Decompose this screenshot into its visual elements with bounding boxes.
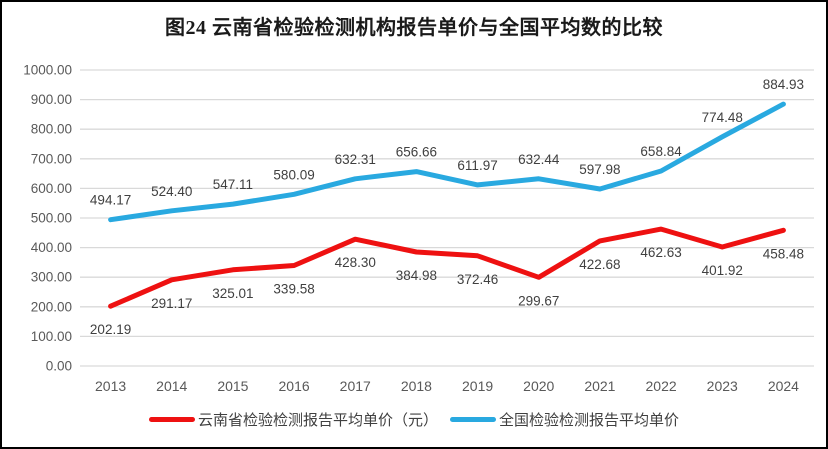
x-axis-category-label: 2023 <box>707 378 738 394</box>
x-axis-category-label: 2014 <box>156 378 187 394</box>
data-label-series-1: 884.93 <box>763 77 804 92</box>
data-label-series-1: 658.84 <box>640 144 682 159</box>
data-label-series-1: 656.66 <box>396 145 437 160</box>
data-label-series-0: 458.48 <box>763 246 804 261</box>
legend-item-yunnan[interactable]: 云南省检验检测报告平均单价（元） <box>148 409 438 430</box>
data-label-series-1: 632.44 <box>518 152 560 167</box>
y-axis-tick-label: 200.00 <box>31 299 72 314</box>
y-axis-tick-label: 1000.00 <box>23 63 72 78</box>
data-label-series-1: 597.98 <box>579 162 620 177</box>
line-chart-canvas: 0.00 100.00 200.00 300.00 400.00 500.00 600.00… <box>23 63 814 394</box>
x-axis-category-label: 2021 <box>584 378 615 394</box>
data-label-series-0: 291.17 <box>151 296 192 311</box>
legend-label-yunnan: 云南省检验检测报告平均单价（元） <box>197 412 438 429</box>
y-axis-tick-label: 0.00 <box>46 359 72 374</box>
data-label-series-1: 524.40 <box>151 184 192 199</box>
legend-item-national[interactable]: 全国检验检测报告平均单价 <box>450 409 679 430</box>
y-axis-tick-label: 700.00 <box>31 151 72 166</box>
y-axis-tick-label: 900.00 <box>31 92 72 107</box>
chart-legend: 云南省检验检测报告平均单价（元） 全国检验检测报告平均单价 <box>2 409 826 430</box>
x-axis-category-label: 2020 <box>523 378 554 394</box>
data-label-series-1: 774.48 <box>702 110 743 125</box>
y-axis-tick-label: 400.00 <box>31 240 72 255</box>
legend-label-national: 全国检验检测报告平均单价 <box>499 412 680 429</box>
y-axis-tick-label: 500.00 <box>31 211 72 226</box>
x-axis-category-label: 2015 <box>217 378 248 394</box>
chart-title: 图24 云南省检验检测机构报告单价与全国平均数的比较 <box>165 17 663 39</box>
x-axis-category-label: 2022 <box>646 378 677 394</box>
legend-swatch-national-icon <box>450 417 496 422</box>
x-axis-category-label: 2016 <box>279 378 310 394</box>
x-axis-category-label: 2018 <box>401 378 432 394</box>
data-label-series-0: 202.19 <box>90 322 131 337</box>
data-label-series-0: 384.98 <box>396 268 437 283</box>
series-line-0 <box>108 226 786 309</box>
data-label-series-0: 372.46 <box>457 272 498 287</box>
data-label-series-0: 299.67 <box>518 293 559 308</box>
data-label-series-1: 494.17 <box>90 193 131 208</box>
x-axis-category-label: 2024 <box>768 378 799 394</box>
data-label-series-0: 422.68 <box>579 257 620 272</box>
x-axis-category-label: 2013 <box>95 378 126 394</box>
y-axis-tick-label: 100.00 <box>31 329 72 344</box>
legend-swatch-yunnan-icon <box>148 417 195 422</box>
data-label-series-0: 325.01 <box>212 286 253 301</box>
y-axis-tick-label: 300.00 <box>31 270 72 285</box>
data-label-series-0: 428.30 <box>335 255 376 270</box>
y-axis-tick-label: 600.00 <box>31 181 72 196</box>
data-label-series-0: 339.58 <box>273 281 314 296</box>
x-axis-category-label: 2017 <box>340 378 371 394</box>
data-label-series-1: 580.09 <box>273 167 314 182</box>
data-label-series-1: 547.11 <box>213 177 253 192</box>
data-label-series-0: 462.63 <box>640 245 681 260</box>
data-label-series-0: 401.92 <box>702 263 743 278</box>
x-axis-category-label: 2019 <box>462 378 493 394</box>
data-label-series-1: 611.97 <box>457 158 497 173</box>
series-line-1 <box>108 101 786 223</box>
data-label-series-1: 632.31 <box>335 152 376 167</box>
y-axis-tick-label: 800.00 <box>31 122 72 137</box>
